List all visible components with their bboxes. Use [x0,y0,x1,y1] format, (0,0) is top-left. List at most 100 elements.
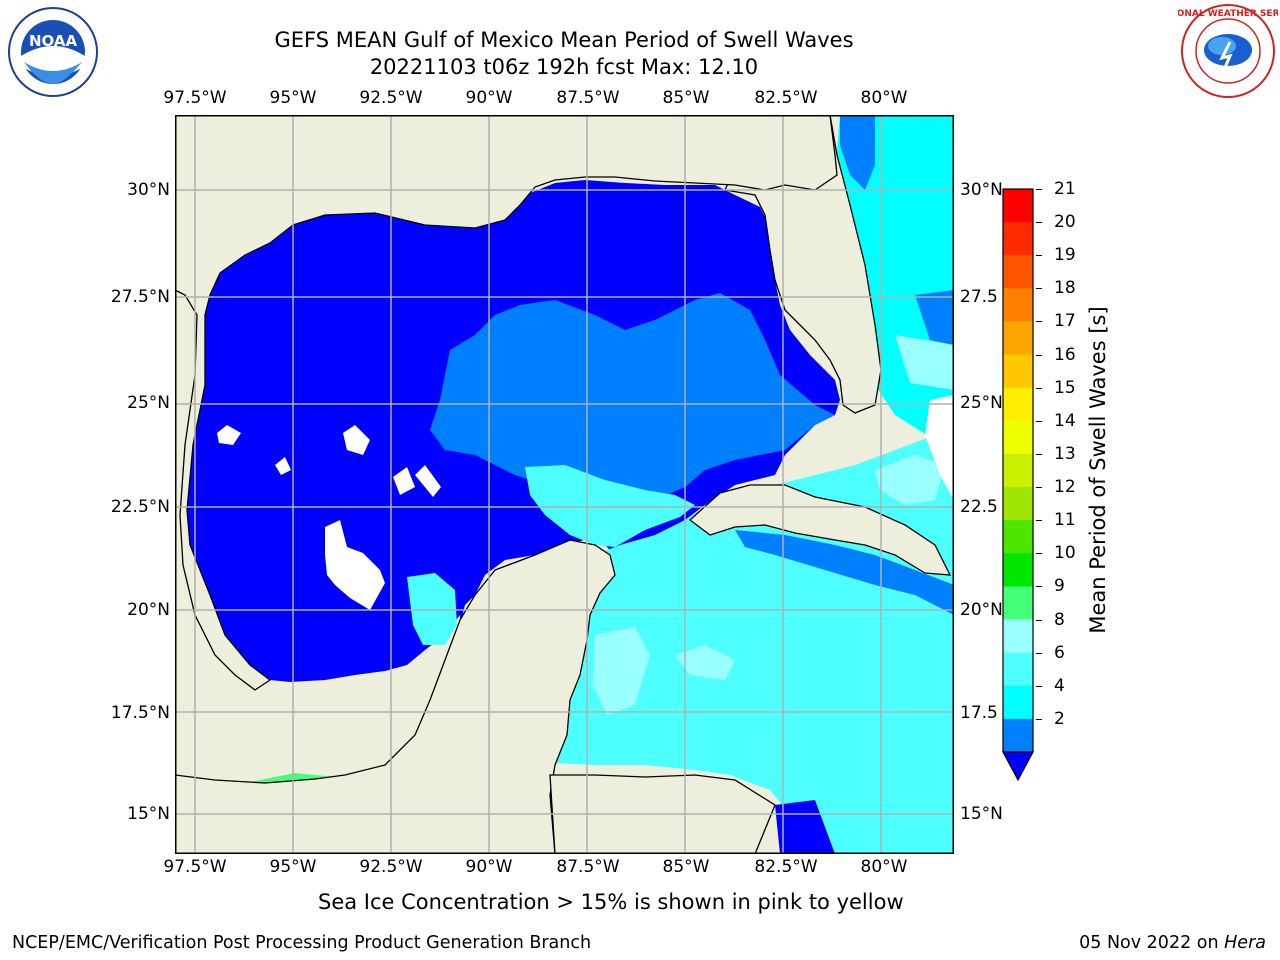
colorbar-tick-label: 21 [1054,179,1076,199]
colorbar-tick-label: 2 [1054,708,1065,729]
colorbar-tick-mark [1036,420,1042,422]
colorbar-tick-mark [1036,387,1042,389]
colorbar-segment [1003,387,1033,422]
lon-tick-top: 92.5°W [359,88,423,108]
colorbar-tick-label: 17 [1054,311,1076,332]
colorbar-tick-label: 8 [1054,609,1065,630]
footer-date: 05 Nov 2022 on Hera [1079,933,1266,953]
colorbar-segment [1003,553,1033,587]
colorbar-tick-mark [1036,619,1042,621]
footer-branch: NCEP/EMC/Verification Post Processing Pr… [12,933,592,953]
lat-tick-right: 17.5 [960,703,998,723]
colorbar-tick-label: 12 [1054,477,1076,498]
noaa-logo-text: NOAA [29,32,78,50]
lon-tick-bottom: 97.5°W [163,857,227,877]
lat-tick-right: 30°N [960,180,1003,200]
colorbar-tick-mark [1036,354,1042,356]
colorbar-segment [1003,520,1033,554]
colorbar-tick-label: 13 [1054,443,1076,464]
colorbar-tick-mark [1036,652,1042,654]
lon-tick-bottom: 92.5°W [359,857,423,877]
colorbar-segment [1003,685,1033,720]
colorbar-tick-label: 9 [1054,576,1065,597]
lon-tick-top: 95°W [269,88,317,108]
colorbar-tick-mark [1036,586,1042,588]
colorbar-segment [1003,354,1033,389]
noaa-logo: NOAA [8,7,98,97]
colorbar-tick-label: 15 [1054,377,1076,398]
lon-tick-top: 85°W [662,88,710,108]
lon-tick-top: 90°W [465,88,513,108]
us-coast-land [175,115,838,691]
colorbar-tick-mark [1036,255,1042,257]
colorbar-segment [1003,222,1033,256]
lon-tick-top: 82.5°W [754,88,818,108]
colorbar-tick-label: 10 [1054,543,1076,564]
lon-tick-bottom: 87.5°W [556,857,620,877]
colorbar-segment [1003,321,1033,356]
lon-tick-top: 80°W [860,88,908,108]
colorbar-tick-mark [1036,288,1042,290]
lon-tick-top: 97.5°W [163,88,227,108]
colorbar-tick-mark [1036,685,1042,687]
colorbar-segment [1003,652,1033,687]
colorbar-segment [1003,288,1033,322]
colorbar-tick-mark [1036,453,1042,455]
colorbar-tick-mark [1036,718,1042,720]
colorbar-segment [1003,420,1033,455]
chart-title: GEFS MEAN Gulf of Mexico Mean Period of … [274,28,854,52]
colorbar-segment [1003,453,1033,488]
colorbar-tick-label: 6 [1054,642,1065,663]
lon-tick-bottom: 90°W [465,857,513,877]
colorbar-segment [1003,586,1033,621]
lat-tick-right: 20°N [960,600,1003,620]
colorbar-tick-label: 19 [1054,245,1076,266]
colorbar-tick-mark [1036,487,1042,489]
lat-tick-left: 27.5°N [110,287,170,307]
colorbar-tick-mark [1036,520,1042,522]
colorbar-segment [1003,718,1033,753]
colorbar-segment [1003,619,1033,654]
lon-tick-bottom: 82.5°W [754,857,818,877]
colorbar-title: Mean Period of Swell Waves [s] [1086,306,1110,634]
footer-date-text: 05 Nov 2022 on [1079,933,1225,953]
chart-subtitle: 20221103 t06z 192h fcst Max: 12.10 [369,55,759,79]
nws-logo: NATIONAL WEATHER SERVICE [1178,4,1278,98]
colorbar-tick-mark [1036,321,1042,323]
lat-tick-left: 20°N [127,600,170,620]
colorbar-tick-mark [1036,189,1042,190]
lat-tick-left: 22.5°N [110,497,170,517]
lat-tick-left: 15°N [127,804,170,824]
colorbar-tick-label: 11 [1054,510,1076,531]
colorbar-segment [1003,487,1033,521]
graticule [175,115,954,854]
yucatan-land [175,539,616,854]
colorbar-tick-label: 14 [1054,410,1076,431]
map-plot [175,115,954,854]
colorbar-extend-triangle [1001,751,1035,782]
lon-tick-bottom: 80°W [860,857,908,877]
lat-tick-left: 17.5°N [110,703,170,723]
colorbar-tick-label: 16 [1054,344,1076,365]
colorbar-tick-mark [1036,222,1042,224]
colorbar-tick-mark [1036,553,1042,555]
colorbar-segment [1003,189,1033,223]
colorbar-tick-label: 4 [1054,675,1065,696]
lat-tick-left: 30°N [127,180,170,200]
lat-tick-left: 25°N [127,393,170,413]
nws-logo-text: NATIONAL WEATHER SERVICE [1178,9,1278,19]
lat-tick-right: 27.5 [960,287,998,307]
lon-tick-bottom: 95°W [269,857,317,877]
footer-host: Hera [1224,933,1266,953]
colorbar-tick-label: 20 [1054,212,1076,233]
lon-tick-top: 87.5°W [556,88,620,108]
lat-tick-right: 15°N [960,804,1003,824]
lat-tick-right: 25°N [960,393,1003,413]
gulf-mid-band [430,293,835,500]
colorbar-segment [1003,255,1033,289]
lon-tick-bottom: 85°W [662,857,710,877]
lat-tick-right: 22.5 [960,497,998,517]
colorbar-tick-label: 18 [1054,278,1076,299]
sea-ice-caption: Sea Ice Concentration > 15% is shown in … [318,890,904,914]
colorbar [1001,188,1035,782]
